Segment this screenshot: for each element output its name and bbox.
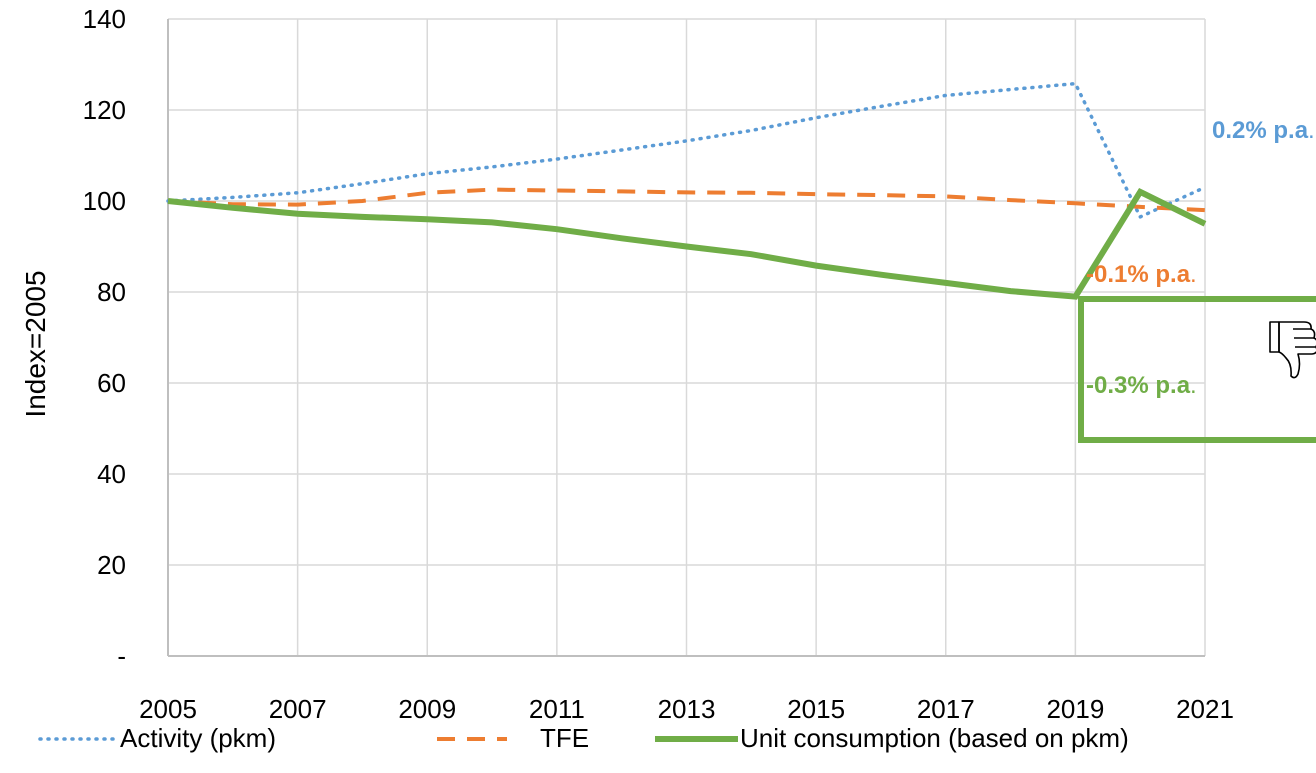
x-tick-label: 2021 bbox=[1176, 694, 1234, 724]
x-tick-label: 2019 bbox=[1046, 694, 1104, 724]
axes: - 20 40 60 80 100 120 140 2005 2007 2009 2011 2013 20… bbox=[83, 4, 1234, 724]
x-tick-label: 2009 bbox=[398, 694, 456, 724]
x-tick-label: 2007 bbox=[269, 694, 327, 724]
x-tick-label: 2017 bbox=[917, 694, 975, 724]
y-tick-label: 60 bbox=[97, 368, 126, 398]
thumbs-down-hand bbox=[1278, 321, 1316, 379]
series-line-2 bbox=[167, 187, 1206, 213]
thumbs-down-icon bbox=[1269, 321, 1316, 379]
y-tick-label: 140 bbox=[83, 4, 126, 34]
y-axis-label: Index=2005 bbox=[20, 270, 51, 417]
x-tick-label: 2013 bbox=[658, 694, 716, 724]
y-tick-label: - bbox=[117, 641, 126, 671]
y-tick-label: 80 bbox=[97, 277, 126, 307]
y-tick-label: 120 bbox=[83, 95, 126, 125]
x-tick-label: 2005 bbox=[139, 694, 197, 724]
legend: Activity (pkm) TFE Unit consumption (based… bbox=[38, 723, 1129, 753]
x-tick-label: 2015 bbox=[787, 694, 845, 724]
series-lines bbox=[166, 81, 1207, 300]
series-line-1 bbox=[166, 81, 1207, 220]
x-tick-label: 2011 bbox=[529, 694, 585, 724]
annotation-box bbox=[1078, 296, 1316, 443]
y-tick-label: 100 bbox=[83, 186, 126, 216]
y-tick-label: 20 bbox=[97, 550, 126, 580]
y-tick-label: 40 bbox=[97, 459, 126, 489]
legend-label-3: Unit consumption (based on pkm) bbox=[740, 723, 1129, 753]
thumbs-down-cuff bbox=[1269, 321, 1280, 353]
annotation-label-3: -0.3% p.a. bbox=[1086, 372, 1197, 399]
gridlines bbox=[167, 18, 1206, 656]
legend-label-2: TFE bbox=[540, 723, 589, 753]
annotations: 0.2% p.a. -0.1% p.a. -0.3% p.a. bbox=[1078, 117, 1316, 443]
legend-label-1: Activity (pkm) bbox=[120, 723, 276, 753]
series-line-3 bbox=[167, 188, 1207, 300]
annotation-label-2: -0.1% p.a. bbox=[1086, 261, 1197, 288]
annotation-label-1: 0.2% p.a. bbox=[1212, 117, 1315, 144]
